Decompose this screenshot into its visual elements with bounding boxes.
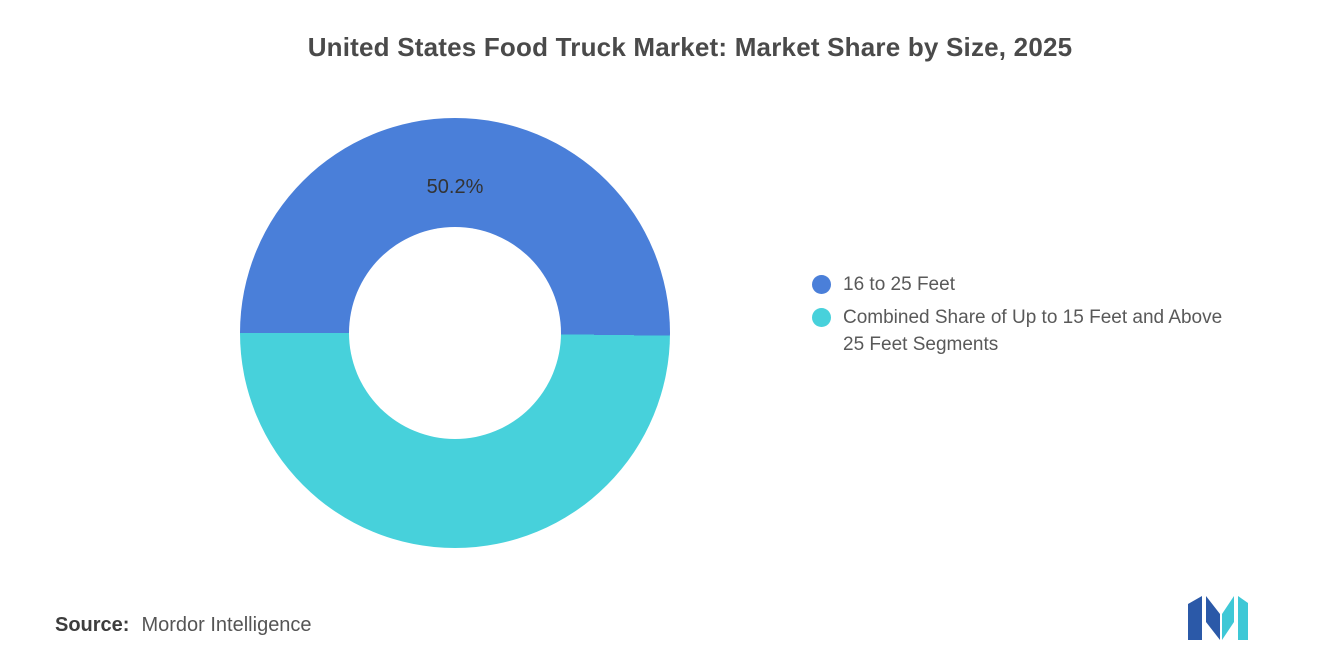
legend-label: 16 to 25 Feet [843,274,955,295]
legend-item: Combined Share of Up to 15 Feet and Abov… [812,304,1224,358]
slice-data-label: 50.2% [426,176,484,198]
legend-item: 16 to 25 Feet [812,271,1224,298]
legend-marker-icon [812,308,831,327]
chart-title: United States Food Truck Market: Market … [307,32,1073,62]
source-row: Source: Mordor Intelligence [55,614,312,637]
legend-marker-icon [812,275,831,294]
logo-shape-teal-diagonal [1222,596,1234,640]
logo-shape-right-bar [1238,596,1248,640]
donut-chart: 50.2% [240,118,670,548]
source-text: Mordor Intelligence [141,614,312,636]
donut-hole [349,227,561,439]
legend-label: Combined Share of Up to 15 Feet and Abov… [843,307,1223,355]
chart-legend: 16 to 25 Feet Combined Share of Up to 15… [812,271,1224,364]
logo-shape-left-bar [1188,596,1202,640]
source-label: Source: [55,614,130,636]
mordor-intelligence-logo [1188,596,1248,640]
logo-shape-blue-diagonal [1206,596,1220,640]
